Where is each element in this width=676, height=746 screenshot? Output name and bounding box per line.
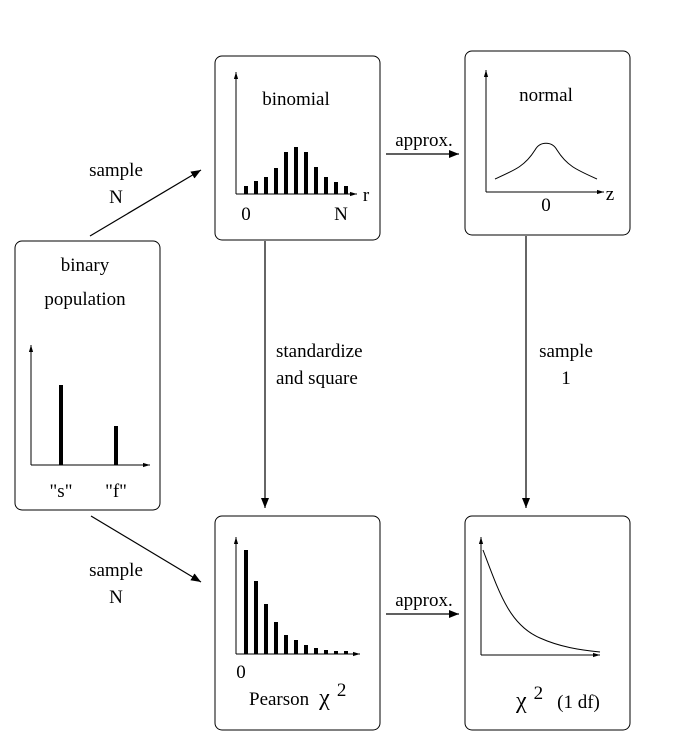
sample-one-line2: 1 — [561, 368, 571, 389]
chi-label-exp: 2 — [534, 683, 544, 704]
sample-bottom-line2: N — [109, 587, 123, 608]
edge-sample-one: sample 1 — [522, 236, 593, 508]
edge-standardize: standardize and square — [261, 241, 363, 508]
chi-square-box: χ 2 (1 df) — [464, 515, 631, 731]
pearson-box: 0 Pearson χ 2 — [214, 515, 381, 731]
binomial-title: binomial — [262, 89, 330, 110]
chi-curve — [482, 549, 601, 653]
chi-label-symbol: χ — [515, 688, 527, 714]
chi-label-df: (1 df) — [557, 692, 600, 713]
binomial-box: binomial 0 N r — [214, 55, 381, 241]
arrow-binary-to-binomial — [89, 169, 202, 237]
pearson-label-exp: 2 — [337, 680, 347, 701]
pearson-bars — [244, 550, 348, 654]
approx-top-label: approx. — [395, 130, 453, 151]
normal-axis-label: z — [606, 184, 614, 205]
approx-bottom-label: approx. — [395, 590, 453, 611]
binomial-tick-end: N — [334, 204, 348, 225]
binary-box-frame — [14, 240, 161, 511]
normal-tick-center: 0 — [541, 195, 551, 216]
binomial-bars — [244, 147, 348, 194]
pearson-tick-start: 0 — [236, 662, 246, 683]
binary-tick-s: "s" — [50, 481, 73, 502]
pearson-label: Pearson χ 2 — [249, 680, 346, 711]
normal-curve — [494, 142, 598, 180]
standardize-line2: and square — [276, 368, 358, 389]
pearson-label-text: Pearson — [249, 689, 310, 710]
binomial-axis-label: r — [363, 185, 370, 206]
chi-box-frame — [464, 515, 631, 731]
sample-bottom-line1: sample — [89, 560, 143, 581]
pearson-label-chi: χ — [318, 685, 330, 711]
binary-title-line2: population — [44, 289, 126, 310]
sample-one-line1: sample — [539, 341, 593, 362]
chi-label: χ 2 (1 df) — [515, 683, 600, 714]
edge-approx-bottom: approx. — [386, 590, 459, 618]
normal-title: normal — [519, 85, 573, 106]
standardize-line1: standardize — [276, 341, 363, 362]
binary-tick-f: "f" — [105, 481, 127, 502]
binary-population-box: binary population "s" "f" — [14, 240, 161, 511]
arrow-binary-to-pearson — [90, 515, 202, 583]
sample-top-line2: N — [109, 187, 123, 208]
binomial-tick-start: 0 — [241, 204, 251, 225]
edge-sample-bottom: sample N — [89, 515, 202, 608]
edge-approx-top: approx. — [386, 130, 459, 158]
edge-sample-top: sample N — [89, 160, 202, 237]
pearson-box-frame — [214, 515, 381, 731]
sample-top-line1: sample — [89, 160, 143, 181]
normal-box: normal 0 z — [464, 50, 631, 236]
binary-title-line1: binary — [61, 255, 110, 276]
